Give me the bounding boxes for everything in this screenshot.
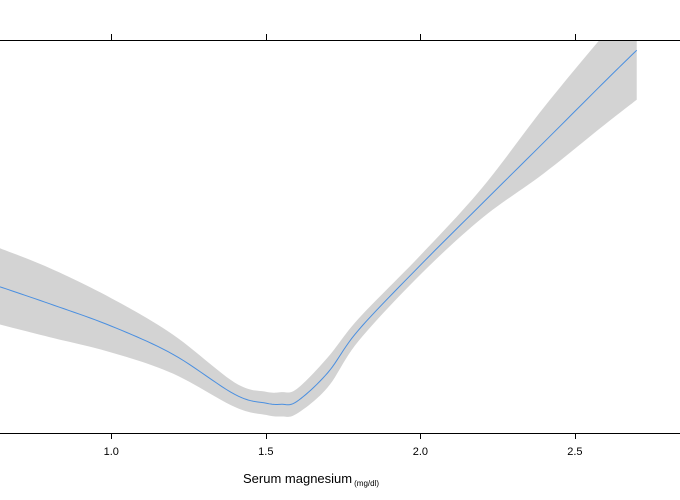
x-axis-label-subscript: (mg/dl) xyxy=(354,479,379,488)
x-tick-label: 2.5 xyxy=(567,446,582,458)
spline-fit-line xyxy=(0,49,638,406)
x-axis-label: Serum magnesium (mg/dl) xyxy=(243,471,379,488)
x-tick-label: 1.5 xyxy=(258,446,273,458)
confidence-band xyxy=(0,40,637,417)
x-tick-label: 1.0 xyxy=(104,446,119,458)
x-axis-label-main: Serum magnesium xyxy=(243,471,352,486)
x-axis-ticks: 1.0 1.5 2.0 2.5 xyxy=(104,34,583,458)
x-tick-label: 2.0 xyxy=(413,446,428,458)
